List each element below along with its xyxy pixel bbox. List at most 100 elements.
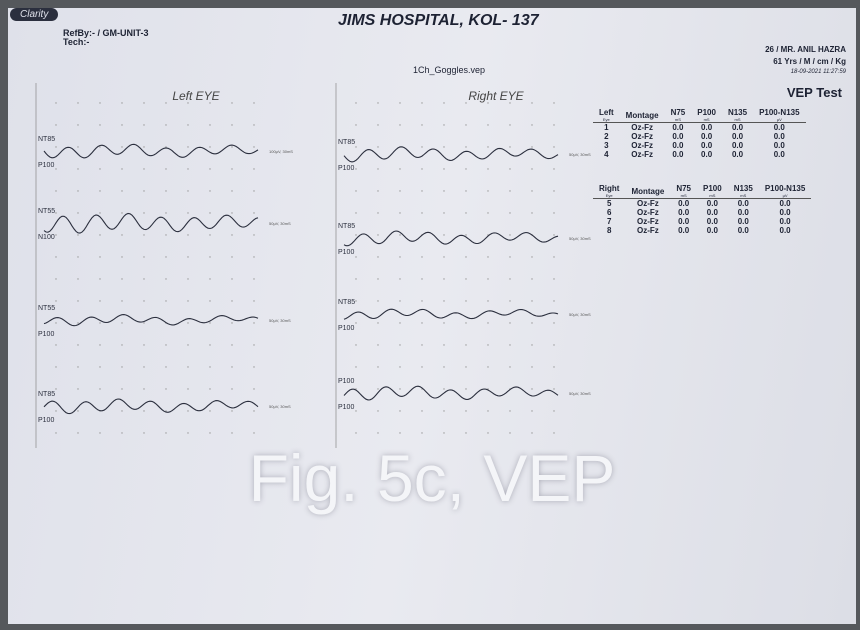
grid-dot	[253, 234, 254, 235]
grid-dot	[165, 344, 166, 345]
table-cell: 0.0	[697, 217, 728, 226]
grid-dot	[465, 212, 466, 213]
grid-dot	[165, 102, 166, 103]
grid-dot	[77, 190, 78, 191]
table-cell: Oz-Fz	[625, 226, 670, 235]
grid-dot	[231, 212, 232, 213]
grid-dot	[553, 256, 554, 257]
peak-label: NT85	[338, 299, 355, 306]
table-cell: 0.0	[670, 199, 697, 209]
grid-dot	[253, 168, 254, 169]
grid-dot	[99, 212, 100, 213]
grid-dot	[377, 410, 378, 411]
grid-dot	[55, 256, 56, 257]
peak-label: P100	[38, 331, 54, 338]
grid-dot	[165, 234, 166, 235]
table-cell: Oz-Fz	[625, 199, 670, 209]
table-cell: 6	[593, 208, 625, 217]
grid-dot	[121, 322, 122, 323]
column-unit: µV	[759, 117, 799, 122]
grid-dot	[531, 212, 532, 213]
grid-dot	[531, 366, 532, 367]
peak-label: N100	[38, 234, 55, 241]
grid-dot	[143, 278, 144, 279]
grid-dot	[121, 278, 122, 279]
grid-dot	[121, 300, 122, 301]
peak-label: P100	[338, 325, 354, 332]
grid-dot	[143, 388, 144, 389]
grid-dot	[509, 322, 510, 323]
column-header: LeftEye	[593, 108, 620, 123]
grid-dot	[399, 124, 400, 125]
grid-dot	[99, 344, 100, 345]
grid-dot	[399, 322, 400, 323]
grid-dot	[253, 388, 254, 389]
caption: Fig. 5c, VEP	[8, 440, 856, 516]
column-header: P100mS	[691, 108, 722, 123]
grid-dot	[77, 432, 78, 433]
waveform	[344, 386, 558, 400]
grid-dot	[121, 388, 122, 389]
grid-dot	[443, 410, 444, 411]
grid-dot	[399, 366, 400, 367]
grid-dot	[165, 366, 166, 367]
grid-dot	[421, 278, 422, 279]
column-header: Montage	[625, 184, 670, 199]
peak-label: P100	[38, 162, 54, 169]
grid-dot	[553, 212, 554, 213]
grid-dot	[465, 146, 466, 147]
grid-dot	[55, 278, 56, 279]
peak-label: NT55	[38, 208, 55, 215]
grid-dot	[165, 190, 166, 191]
column-header: N75mS	[670, 184, 697, 199]
grid-dot	[143, 234, 144, 235]
table-cell: 0.0	[697, 208, 728, 217]
grid-dot	[55, 344, 56, 345]
column-name: P100	[703, 184, 722, 193]
grid-dot	[187, 366, 188, 367]
grid-dot	[553, 102, 554, 103]
grid-dot	[77, 388, 78, 389]
grid-dot	[421, 366, 422, 367]
grid-dot	[187, 388, 188, 389]
report: Clarity JIMS HOSPITAL, KOL- 137 RefBy:- …	[8, 8, 856, 624]
column-name: P100-N135	[765, 184, 805, 193]
peak-label: P100	[338, 404, 354, 411]
grid-dot	[531, 256, 532, 257]
scale-label: 50μV, 30mS	[269, 404, 291, 409]
table-cell: 1	[593, 123, 620, 133]
table-cell: 0.0	[665, 123, 692, 133]
grid-dot	[55, 366, 56, 367]
grid-dot	[253, 344, 254, 345]
table-cell: 8	[593, 226, 625, 235]
grid-dot	[355, 344, 356, 345]
grid-dot	[231, 234, 232, 235]
grid-dot	[77, 322, 78, 323]
grid-dot	[553, 278, 554, 279]
grid-dot	[377, 124, 378, 125]
grid-dot	[421, 432, 422, 433]
grid-dot	[231, 146, 232, 147]
grid-dot	[421, 212, 422, 213]
table-cell: 0.0	[753, 150, 805, 159]
grid-dot	[509, 146, 510, 147]
column-name: Montage	[626, 111, 659, 120]
grid-dot	[553, 410, 554, 411]
grid-dot	[77, 124, 78, 125]
grid-dot	[443, 322, 444, 323]
grid-dot	[143, 410, 144, 411]
column-unit: µV	[765, 193, 805, 198]
grid-dot	[421, 190, 422, 191]
grid-dot	[487, 124, 488, 125]
column-name: Montage	[631, 187, 664, 196]
grid-dot	[399, 102, 400, 103]
column-unit: Eye	[599, 193, 619, 198]
grid-dot	[531, 432, 532, 433]
scale-label: 50μV, 30mS	[269, 221, 291, 226]
grid-dot	[355, 234, 356, 235]
grid-dot	[253, 102, 254, 103]
grid-dot	[531, 278, 532, 279]
grid-dot	[165, 278, 166, 279]
grid-dot	[355, 366, 356, 367]
grid-dot	[509, 256, 510, 257]
